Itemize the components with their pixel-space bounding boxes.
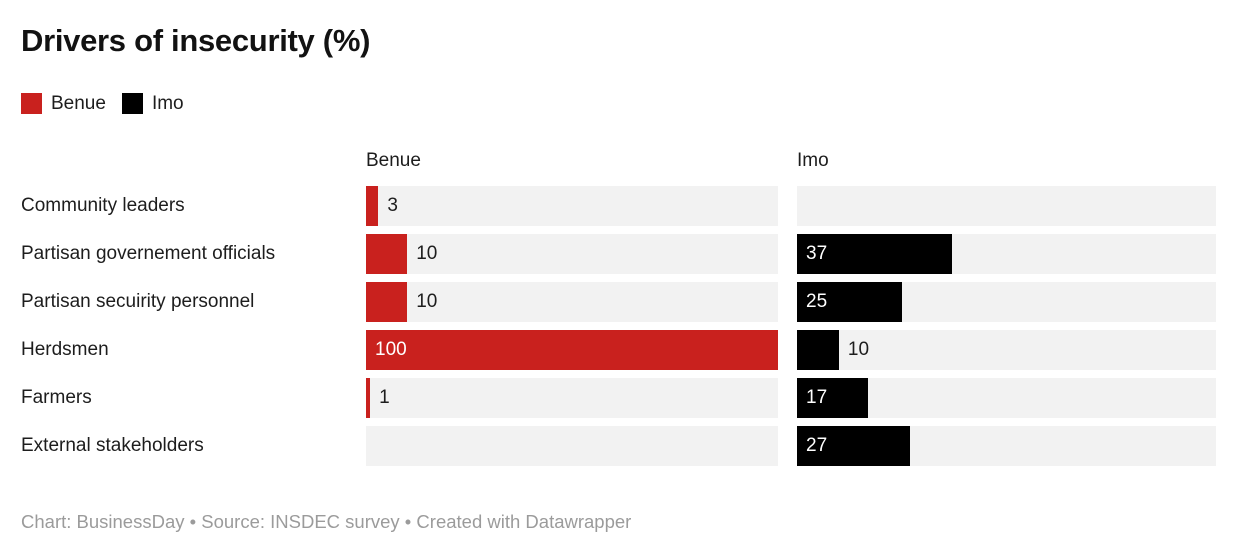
category-label: Farmers	[21, 387, 92, 408]
chart-row: Partisan secuirity personnel 10 25	[21, 282, 1240, 322]
bar-track-imo: 25	[797, 282, 1216, 322]
bar-benue[interactable]	[366, 330, 778, 370]
chart-row: Herdsmen 100 10	[21, 330, 1240, 370]
bar-track-imo: 37	[797, 234, 1216, 274]
bar-imo[interactable]	[797, 330, 839, 370]
value-label: 100	[375, 339, 407, 360]
bar-track-benue: 10	[366, 234, 778, 274]
chart-row: External stakeholders 27	[21, 426, 1240, 466]
value-label: 37	[806, 243, 828, 264]
value-label: 17	[806, 387, 828, 408]
bar-benue[interactable]	[366, 186, 379, 226]
legend-label-imo: Imo	[151, 92, 184, 114]
column-header-benue: Benue	[366, 150, 421, 171]
category-label: Partisan secuirity personnel	[21, 291, 255, 312]
category-label: Community leaders	[21, 195, 185, 216]
column-headers: Benue Imo	[21, 149, 1240, 173]
bar-benue[interactable]	[366, 282, 408, 322]
bar-imo[interactable]	[797, 282, 902, 322]
chart-row: Partisan governement officials 10 37	[21, 234, 1240, 274]
value-label: 10	[847, 339, 870, 360]
chart-footer: Chart: BusinessDay • Source: INSDEC surv…	[21, 511, 632, 532]
chart-row: Community leaders 3	[21, 186, 1240, 226]
bar-imo[interactable]	[797, 234, 953, 274]
bar-track-imo: 27	[797, 426, 1216, 466]
bar-benue[interactable]	[366, 378, 371, 418]
column-header-imo: Imo	[797, 150, 829, 171]
value-label: 3	[387, 195, 398, 216]
value-label: 1	[379, 387, 390, 408]
legend-item-benue: Benue	[21, 93, 106, 115]
bar-track-benue: 1	[366, 378, 778, 418]
value-label: 10	[416, 291, 438, 312]
legend-item-imo: Imo	[121, 92, 184, 115]
bar-track-imo: 17	[797, 378, 1216, 418]
value-label: 27	[806, 435, 828, 456]
chart-rows: Community leaders 3 Partisan governement o…	[21, 186, 1240, 466]
legend: Benue Imo	[21, 93, 1240, 114]
chart-card: Drivers of insecurity (%) Benue Imo Benu…	[21, 23, 1240, 532]
value-label: 25	[806, 291, 828, 312]
bar-imo[interactable]	[797, 426, 911, 466]
bar-track-imo: 10	[797, 330, 1216, 370]
bar-track-imo	[797, 186, 1216, 226]
legend-label-benue: Benue	[51, 92, 106, 114]
bar-chart: Benue Imo Community leaders 3 Partisan gov…	[21, 149, 1240, 466]
bar-track-benue	[366, 426, 778, 466]
bar-track-benue: 100	[366, 330, 778, 370]
bar-track-benue: 10	[366, 282, 778, 322]
category-label: Partisan governement officials	[21, 243, 276, 264]
chart-row: Farmers 1 17	[21, 378, 1240, 418]
bar-benue[interactable]	[366, 234, 408, 274]
legend-swatch-imo	[121, 93, 143, 114]
value-label: 10	[416, 243, 438, 264]
bar-imo[interactable]	[797, 378, 869, 418]
legend-swatch-benue	[21, 93, 42, 114]
category-label: External stakeholders	[21, 435, 204, 456]
category-label: Herdsmen	[21, 339, 109, 360]
chart-title: Drivers of insecurity (%)	[21, 23, 371, 58]
bar-track-benue: 3	[366, 186, 778, 226]
